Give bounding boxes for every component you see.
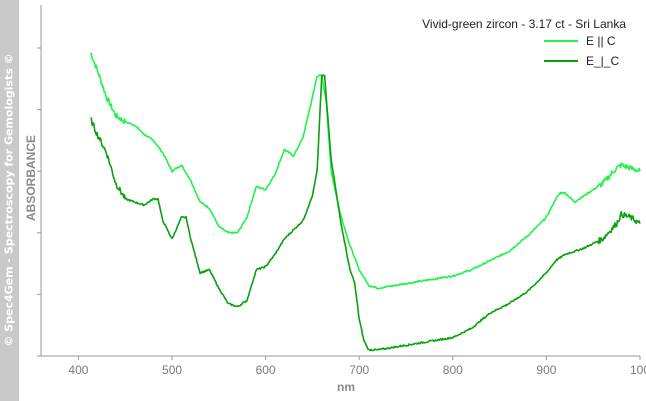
legend-label-2: E_|_C [586,54,619,68]
series-layer [89,52,641,352]
legend-label-1: E || C [586,34,616,48]
x-tick-label-700: 700 [349,363,369,377]
chart-title: Vivid-green zircon - 3.17 ct - Sri Lanka [422,17,626,31]
watermark-sidebar: © Spec4Gem - Spectroscopy for Gemologist… [0,0,19,401]
legend: E || C E_|_C [544,34,619,68]
x-tick-label-600: 600 [256,363,276,377]
y-axis-title: ABSORBANCE [24,135,38,221]
axes [40,5,640,357]
axis-ticks [37,47,641,360]
x-tick-label-800: 800 [443,363,463,377]
x-tick-label-500: 500 [162,363,182,377]
series-line-1 [89,52,641,290]
series-line-2 [90,74,641,352]
x-tick-labels: 400 500 600 700 800 900 100 [68,363,646,377]
x-axis-title: nm [337,380,355,394]
x-tick-label-1000: 100 [630,363,646,377]
x-tick-label-900: 900 [536,363,556,377]
x-tick-label-400: 400 [68,363,88,377]
